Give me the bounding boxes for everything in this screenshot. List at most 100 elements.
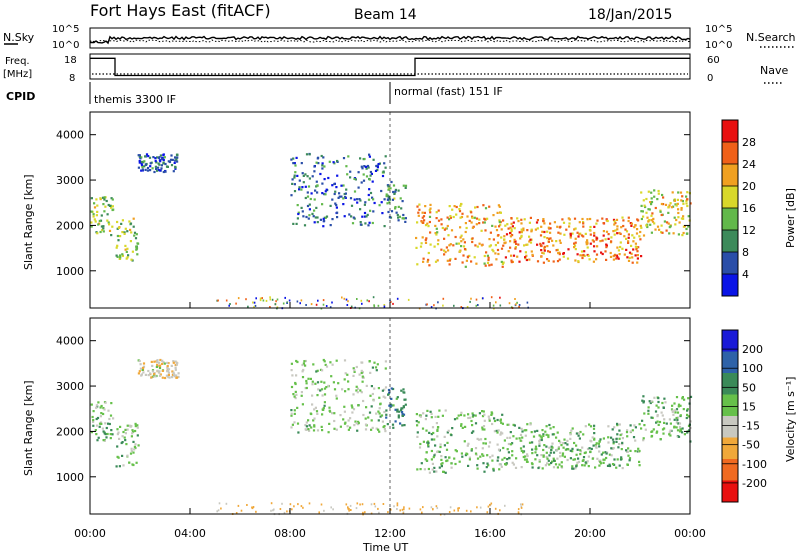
- scatter-cell: [559, 455, 562, 458]
- scatter-cell: [607, 441, 610, 444]
- scatter-cell: [356, 429, 359, 432]
- scatter-cell: [612, 218, 616, 221]
- scatter-cell: [138, 160, 141, 163]
- scatter-cell: [100, 412, 103, 415]
- scatter-cell: [629, 424, 632, 427]
- scatter-cell: [167, 368, 171, 371]
- noise-right-label: N.Search: [746, 31, 796, 44]
- scatter-cell: [106, 213, 109, 216]
- scatter-cell: [616, 422, 619, 425]
- scatter-cell: [294, 381, 297, 385]
- scatter-cell: [102, 227, 105, 230]
- colorbar-segment: [722, 142, 738, 164]
- scatter-cell: [560, 444, 563, 447]
- scatter-cell: [343, 359, 347, 362]
- scatter-cell: [547, 459, 550, 462]
- scatter-cell: [377, 304, 380, 307]
- scatter-cell: [452, 215, 455, 219]
- scatter-cell: [422, 440, 425, 443]
- scatter-cell: [657, 397, 660, 400]
- scatter-cell: [138, 359, 141, 363]
- scatter-cell: [468, 456, 471, 459]
- scatter-cell: [627, 259, 631, 262]
- scatter-cell: [502, 261, 505, 264]
- scatter-cell: [370, 428, 373, 431]
- scatter-cell: [396, 396, 399, 399]
- scatter-cell: [380, 189, 383, 193]
- scatter-cell: [396, 508, 398, 510]
- scatter-cell: [140, 164, 144, 167]
- scatter-cell: [515, 303, 517, 306]
- scatter-cell: [566, 439, 569, 442]
- scatter-cell: [121, 219, 124, 222]
- scatter-cell: [481, 426, 484, 429]
- scatter-cell: [217, 299, 219, 302]
- scatter-cell: [568, 222, 571, 225]
- scatter-cell: [628, 251, 632, 254]
- scatter-cell: [108, 417, 111, 421]
- scatter-cell: [425, 414, 428, 417]
- scatter-cell: [130, 449, 133, 453]
- scatter-cell: [102, 439, 105, 442]
- scatter-cell: [598, 464, 601, 467]
- scatter-cell: [330, 506, 332, 509]
- scatter-cell: [543, 236, 546, 239]
- scatter-cell: [384, 360, 387, 363]
- scatter-cell: [679, 429, 683, 432]
- scatter-cell: [638, 464, 641, 467]
- scatter-cell: [484, 264, 487, 267]
- scatter-cell: [144, 155, 147, 158]
- scatter-cell: [279, 508, 282, 510]
- scatter-cell: [362, 179, 366, 182]
- scatter-cell: [314, 189, 317, 192]
- scatter-cell: [116, 244, 119, 247]
- scatter-cell: [442, 304, 444, 307]
- colorbar-segment: [722, 274, 738, 296]
- scatter-cell: [461, 212, 464, 215]
- power-scatter: [90, 152, 692, 310]
- scatter-cell: [323, 509, 325, 512]
- scatter-cell: [488, 245, 491, 248]
- scatter-cell: [121, 454, 124, 457]
- scatter-cell: [307, 377, 310, 380]
- scatter-cell: [225, 299, 228, 302]
- scatter-cell: [581, 256, 584, 260]
- scatter-cell: [158, 163, 161, 166]
- scatter-cell: [564, 448, 567, 451]
- scatter-cell: [618, 231, 621, 235]
- scatter-cell: [450, 466, 453, 469]
- velocity-ylabel: Slant Range [km]: [22, 380, 35, 476]
- scatter-cell: [283, 511, 286, 514]
- scatter-cell: [569, 236, 572, 239]
- scatter-cell: [440, 465, 443, 468]
- scatter-cell: [100, 422, 103, 425]
- scatter-cell: [469, 300, 471, 303]
- scatter-cell: [90, 197, 93, 200]
- scatter-cell: [350, 404, 353, 407]
- scatter-cell: [446, 431, 449, 434]
- scatter-cell: [625, 449, 628, 452]
- scatter-cell: [133, 231, 137, 234]
- scatter-cell: [350, 215, 353, 218]
- scatter-cell: [429, 203, 432, 206]
- scatter-cell: [663, 421, 666, 424]
- scatter-cell: [635, 232, 639, 235]
- colorbar-tick-label: -15: [742, 420, 760, 433]
- scatter-cell: [93, 202, 96, 205]
- scatter-cell: [686, 408, 689, 411]
- scatter-cell: [293, 174, 296, 177]
- scatter-cell: [384, 430, 387, 433]
- scatter-cell: [457, 242, 461, 245]
- scatter-cell: [160, 164, 163, 167]
- colorbar-segment: [722, 459, 738, 481]
- scatter-cell: [478, 242, 481, 245]
- scatter-cell: [385, 409, 388, 412]
- colorbar-segment: [722, 186, 738, 208]
- scatter-cell: [634, 224, 637, 227]
- scatter-cell: [486, 462, 489, 465]
- scatter-cell: [343, 297, 346, 300]
- scatter-cell: [619, 433, 622, 437]
- scatter-cell: [427, 440, 430, 443]
- scatter-cell: [332, 381, 335, 384]
- scatter-cell: [614, 229, 617, 232]
